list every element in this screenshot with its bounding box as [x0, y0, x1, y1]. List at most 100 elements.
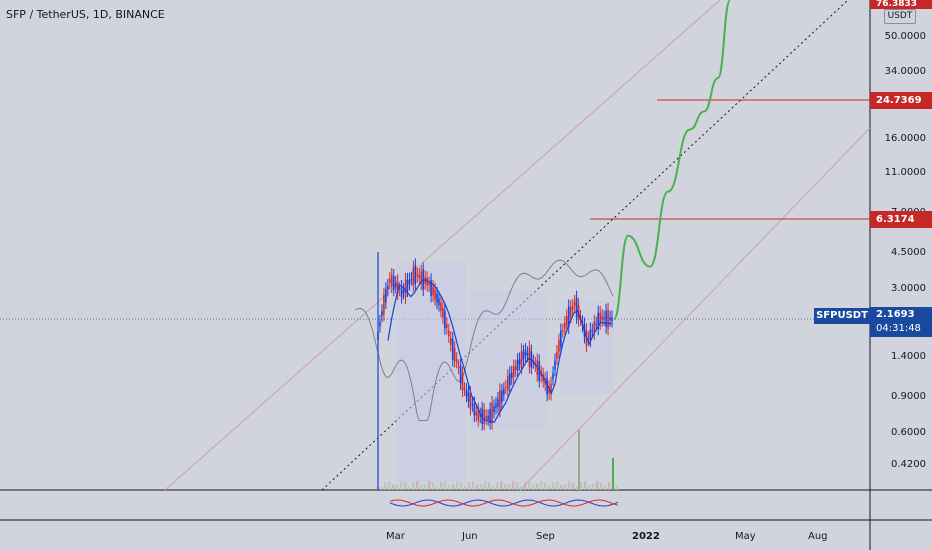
candle-body [516, 359, 519, 371]
volume-bar [580, 481, 583, 490]
candle-body [573, 301, 576, 306]
candle-body [506, 376, 509, 391]
volume-bar [476, 484, 479, 490]
candle-body [595, 323, 598, 325]
candle-body [406, 279, 409, 291]
candle-body [463, 388, 466, 390]
candle-body [587, 338, 590, 340]
candle-body [447, 330, 450, 337]
candle-body [558, 340, 560, 353]
candle-body [461, 373, 464, 391]
candle-body [497, 398, 499, 407]
candle-body [564, 322, 566, 329]
price-tick: 50.0000 [884, 30, 926, 42]
candle-body [510, 372, 513, 379]
candle-body [451, 338, 454, 360]
candle-body [408, 279, 411, 285]
candle-body [483, 409, 485, 424]
volume-bar [472, 481, 475, 490]
candle-body [552, 373, 554, 380]
projection-curve [613, 0, 731, 321]
price-tick: 34.0000 [884, 65, 926, 77]
candle-body [493, 406, 495, 412]
volume-bar [480, 484, 483, 490]
candle-body [556, 351, 558, 359]
volume-bar [452, 484, 455, 490]
candle-body [501, 390, 503, 402]
current-price-value: 2.1693 [876, 309, 915, 320]
candle-body [418, 274, 421, 279]
currency-badge[interactable]: USDT [884, 9, 916, 24]
candle-body [432, 286, 434, 296]
volume-bar [556, 481, 559, 490]
channel-lower-line [519, 127, 871, 491]
candle-body [548, 387, 550, 394]
candle-body [434, 289, 436, 300]
volume-bar [400, 481, 403, 490]
time-label: May [735, 531, 756, 542]
candle-body [438, 298, 440, 306]
candle-body [514, 366, 517, 371]
candle-body [560, 330, 562, 347]
volume-bar [404, 482, 407, 490]
candle-body [381, 311, 383, 316]
candle-body [414, 265, 417, 284]
candle-body [416, 274, 419, 277]
candle-body [465, 389, 468, 396]
volume-bar [464, 486, 467, 490]
candle-body [387, 285, 389, 290]
highlight-box [470, 290, 546, 430]
candle-body [400, 286, 403, 298]
candle-body [390, 274, 393, 287]
volume-bar [468, 482, 471, 490]
candle-body [607, 309, 609, 329]
volume-bar [408, 486, 411, 490]
candle-body [394, 282, 397, 287]
volume-bar [496, 482, 499, 490]
candle-body [385, 289, 387, 303]
price-tick: 0.6000 [891, 427, 926, 439]
volume-bar [528, 481, 531, 490]
volume-bar [596, 481, 599, 490]
candle-body [467, 392, 470, 402]
candle-body [562, 330, 564, 332]
candle-body [565, 316, 568, 326]
price-tick: 0.9000 [891, 391, 926, 402]
volume-bar [484, 481, 487, 490]
candle-body [471, 404, 474, 406]
candle-body [455, 358, 458, 362]
price-tick: 3.0000 [891, 283, 926, 295]
candle-body [453, 348, 456, 361]
candle-body [571, 305, 574, 310]
chart-title: SFP / TetherUS, 1D, BINANCE [6, 8, 165, 21]
candle-body [410, 278, 413, 280]
time-label: Jun [462, 531, 478, 542]
volume-bar [604, 486, 607, 490]
candle-body [489, 409, 491, 424]
candle-body [383, 294, 385, 315]
symbol-price-label: SFPUSDT [814, 308, 870, 324]
candle-body [436, 293, 438, 303]
volume-bar [592, 483, 595, 490]
candle-body [422, 269, 425, 290]
volume-bar [488, 482, 491, 490]
volume-bar [380, 487, 383, 490]
candle-body [392, 276, 395, 290]
volume-bar [572, 482, 575, 490]
current-price-tag: 2.1693 04:31:48 [870, 307, 932, 337]
candle-body [485, 416, 487, 419]
candle-body [603, 317, 605, 320]
volume-bar [456, 481, 459, 490]
candle-body [524, 349, 527, 356]
volume-bar [392, 484, 395, 490]
candle-body [522, 351, 525, 360]
time-label: Aug [808, 531, 828, 542]
candle-body [412, 267, 415, 286]
volume-bar [512, 481, 515, 490]
candle-body [495, 403, 497, 409]
volume-bar [424, 484, 427, 490]
volume-bar [432, 482, 435, 490]
candle-body [473, 403, 476, 416]
candle-body [379, 321, 381, 327]
